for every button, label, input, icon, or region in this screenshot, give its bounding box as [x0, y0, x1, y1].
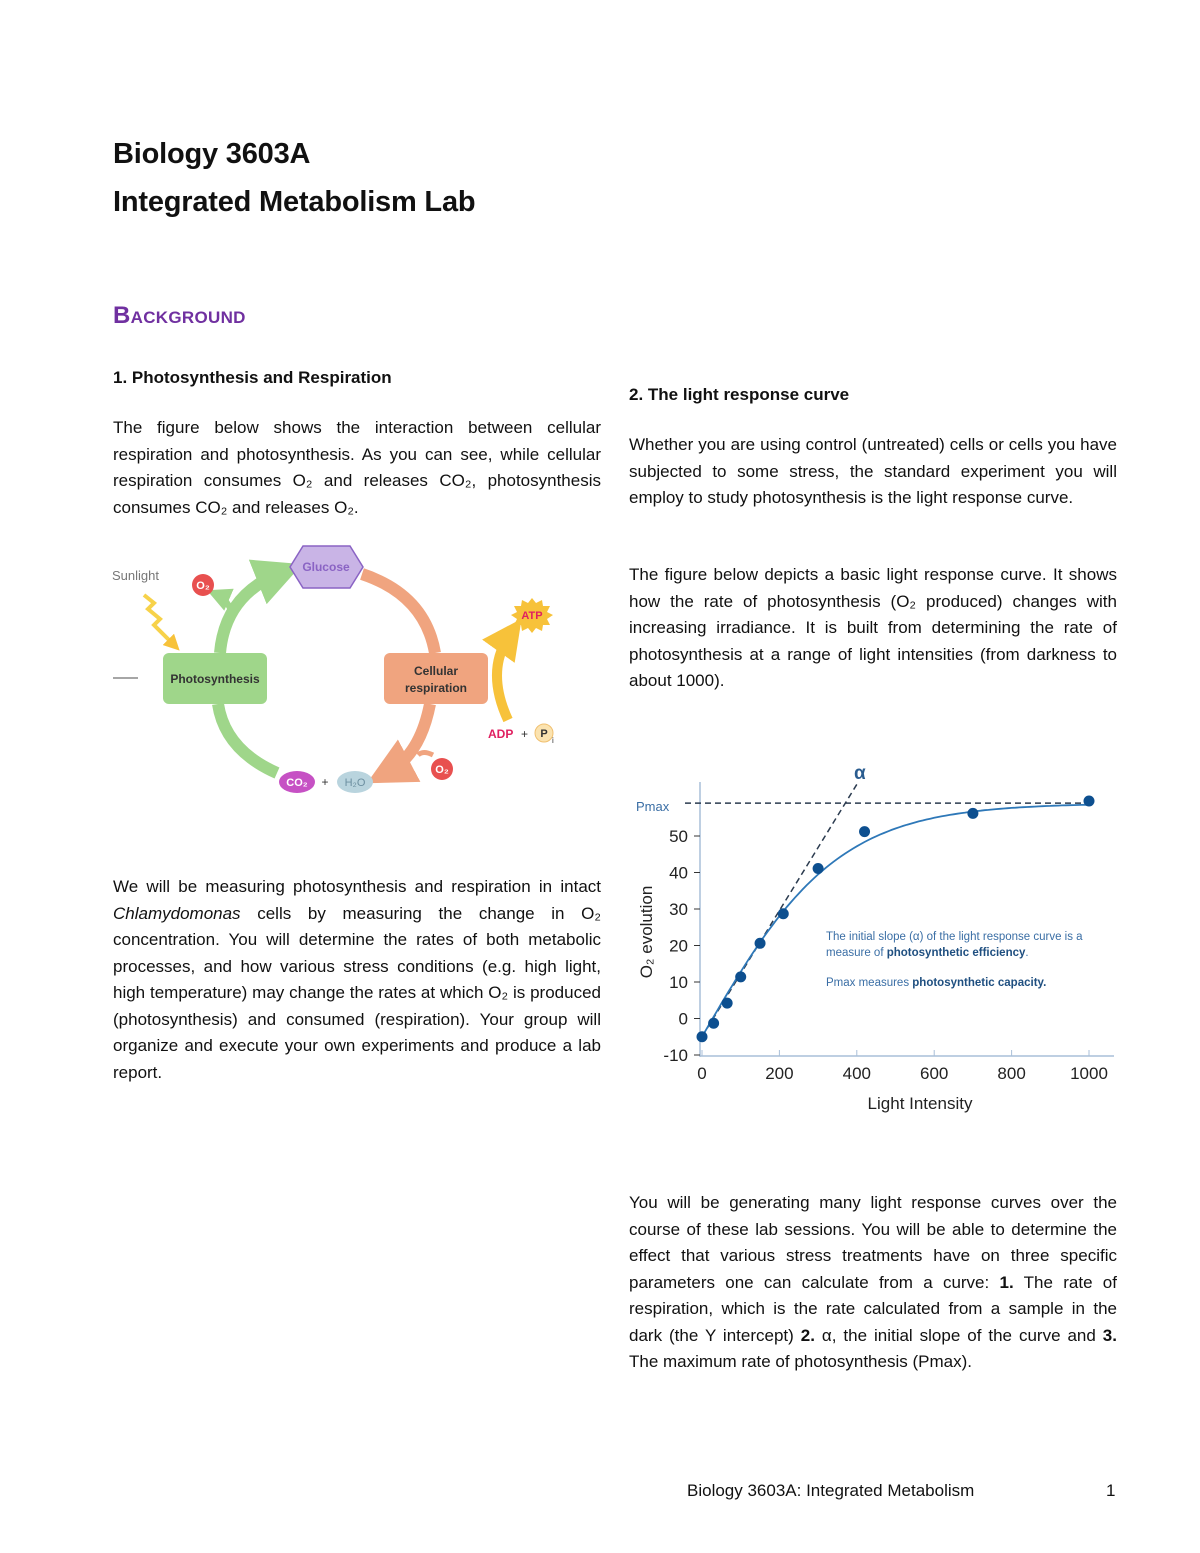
o2-label-top: O₂	[196, 580, 210, 592]
document-title: Integrated Metabolism Lab	[113, 186, 476, 218]
green-arrow-bottom	[212, 702, 280, 779]
y-tick-label: -10	[663, 1046, 688, 1065]
page-number: 1	[1106, 1481, 1116, 1500]
photosynthesis-respiration-diagram: Sunlight Glucose Photosynthesis Cellular…	[112, 545, 554, 793]
data-point	[1083, 795, 1095, 807]
paragraph-figure-description: The figure below depicts a basic light r…	[629, 565, 1117, 690]
x-tick-label: 600	[920, 1064, 948, 1083]
x-tick-label: 200	[765, 1064, 793, 1083]
paragraph-experiment: Whether you are using control (untreated…	[629, 435, 1117, 507]
y-axis-label: O₂ evolution	[637, 886, 656, 979]
x-tick-label: 1000	[1070, 1064, 1108, 1083]
data-point	[708, 1017, 720, 1029]
respiration-label-2: respiration	[405, 681, 467, 695]
glucose-label: Glucose	[302, 560, 350, 574]
o2-label-bottom: O₂	[435, 764, 449, 776]
annotation-pmax: Pmax measures photosynthetic capacity.	[826, 977, 1046, 989]
phosphate-molecule	[534, 723, 554, 743]
y-tick-label: 20	[669, 937, 688, 956]
respiration-label-1: Cellular	[414, 664, 458, 678]
phosphate-label: P	[540, 728, 547, 740]
data-point	[735, 971, 747, 983]
adp-label: ADP	[488, 727, 513, 741]
fitted-curve	[701, 803, 1090, 1038]
data-point	[721, 997, 733, 1009]
annotation-alpha-2: measure of photosynthetic efficiency.	[826, 947, 1029, 959]
photosynthesis-box	[163, 653, 267, 704]
paragraph-measurement: We will be measuring photosynthesis and …	[113, 874, 601, 1086]
o2-molecule-bottom	[431, 758, 453, 780]
course-title: Biology 3603A	[113, 138, 311, 170]
y-tick-label: 40	[669, 864, 688, 883]
phosphate-subscript: i	[552, 736, 554, 745]
orange-arrow-top	[360, 568, 441, 655]
atp-label: ATP	[521, 610, 542, 622]
atp-starburst	[511, 598, 553, 633]
x-tick-label: 400	[843, 1064, 871, 1083]
plus-sign: +	[321, 775, 328, 789]
x-axis-label: Light Intensity	[868, 1094, 973, 1113]
y-tick-label: 10	[669, 973, 688, 992]
plus-sign-2: +	[521, 727, 528, 741]
o2-molecule-top	[192, 574, 214, 596]
orange-arrow-bottom	[366, 702, 436, 784]
footer-text: Biology 3603A: Integrated Metabolism	[687, 1481, 975, 1500]
alpha-label: α	[854, 763, 866, 784]
data-point	[754, 937, 766, 949]
photosynthesis-label: Photosynthesis	[170, 672, 260, 686]
species-name: Chlamydomonas	[113, 903, 241, 923]
co2-molecule	[279, 771, 315, 793]
h2o-label: H₂O	[345, 777, 366, 789]
x-tick-label: 800	[997, 1064, 1025, 1083]
yellow-arrow-atp	[482, 618, 522, 723]
paragraph-intro: The figure below shows the interaction b…	[113, 418, 601, 517]
green-arrow-o2	[206, 588, 234, 611]
light-response-chart: α Pmax O₂ evolution Light Intensity The …	[636, 763, 1114, 1113]
y-tick-label: 30	[669, 900, 688, 919]
co2-label: CO₂	[286, 777, 308, 789]
data-point	[696, 1031, 708, 1043]
paragraph-parameters: You will be generating many light respon…	[629, 1193, 1117, 1371]
respiration-box	[384, 653, 488, 704]
text: We will be measuring photosynthesis and …	[113, 877, 601, 896]
section-heading: Background	[113, 302, 246, 329]
y-tick-label: 50	[669, 827, 688, 846]
pmax-label: Pmax	[636, 799, 670, 814]
sunlight-label: Sunlight	[112, 568, 159, 583]
data-point	[777, 908, 789, 920]
text: cells by measuring the change in O₂ conc…	[113, 903, 601, 1082]
glucose-hexagon	[289, 545, 364, 589]
data-point	[967, 807, 979, 819]
subheading-light-response-curve: 2. The light response curve	[629, 385, 850, 404]
subheading-photosynthesis-respiration: 1. Photosynthesis and Respiration	[113, 368, 392, 387]
y-tick-label: 0	[679, 1010, 688, 1029]
sunlight-icon	[142, 593, 180, 651]
green-arrow-top	[214, 559, 303, 654]
data-point	[812, 862, 824, 874]
x-tick-label: 0	[697, 1064, 706, 1083]
data-point	[859, 826, 871, 838]
h2o-molecule	[337, 771, 373, 793]
annotation-alpha: The initial slope (α) of the light respo…	[826, 931, 1083, 943]
